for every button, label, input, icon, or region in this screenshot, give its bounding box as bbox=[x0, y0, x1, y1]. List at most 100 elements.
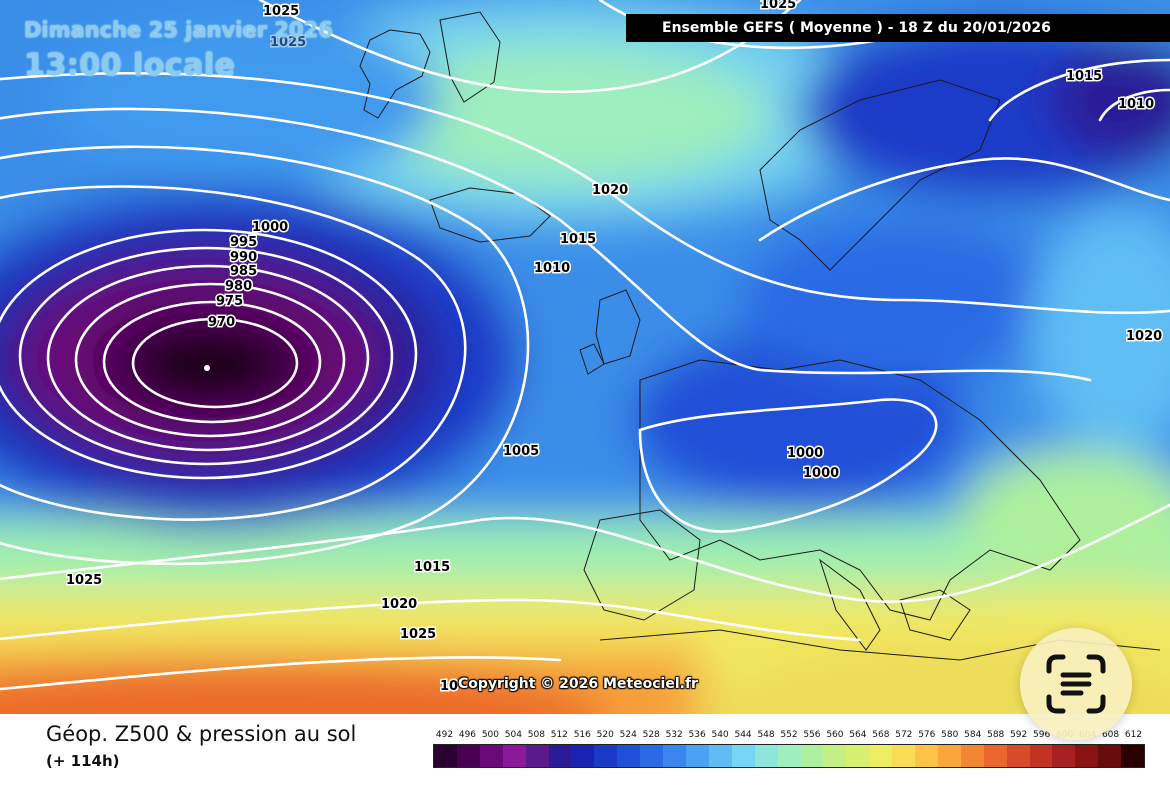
isobar-label: 1000 bbox=[787, 446, 823, 461]
forecast-hour: (+ 114h) bbox=[46, 752, 120, 770]
legend-swatch bbox=[869, 745, 893, 767]
live-text-scan-button[interactable] bbox=[1020, 628, 1132, 740]
isobar-label: 985 bbox=[230, 264, 257, 279]
legend-tick-label: 540 bbox=[711, 730, 729, 740]
legend-tick-label: 572 bbox=[895, 730, 913, 740]
isobar-label: 1020 bbox=[1126, 329, 1162, 344]
isobar-label: 1010 bbox=[1118, 97, 1154, 112]
legend-swatch bbox=[663, 745, 686, 767]
legend-tick-label: 544 bbox=[734, 730, 752, 740]
legend-swatch bbox=[777, 745, 801, 767]
legend-tick-label: 556 bbox=[803, 730, 821, 740]
legend-swatch bbox=[571, 745, 595, 767]
legend-tick-label: 596 bbox=[1033, 730, 1051, 740]
legend-swatch bbox=[915, 745, 938, 767]
legend-tick-label: 532 bbox=[665, 730, 683, 740]
legend-tick-label: 508 bbox=[527, 730, 545, 740]
legend-swatch bbox=[800, 745, 824, 767]
map-canvas: 1025 1025 1020 1015 1010 1015 1010 1000 … bbox=[0, 0, 1170, 714]
legend-tick-label: 568 bbox=[872, 730, 890, 740]
legend-panel: Géop. Z500 & pression au sol (+ 114h) 49… bbox=[0, 714, 1170, 792]
legend-swatch bbox=[456, 745, 480, 767]
copyright-notice: Copyright © 2026 Meteociel.fr bbox=[458, 676, 698, 692]
legend-swatch bbox=[846, 745, 870, 767]
legend-swatch bbox=[502, 745, 526, 767]
legend-tick-label: 500 bbox=[481, 730, 499, 740]
legend-swatch bbox=[823, 745, 847, 767]
isobar-label: 1025 bbox=[66, 573, 102, 588]
legend-tick-label: 560 bbox=[826, 730, 844, 740]
legend-color-bar bbox=[433, 744, 1145, 768]
legend-swatch bbox=[685, 745, 709, 767]
isobar-label: 970 bbox=[208, 315, 235, 330]
legend-swatch bbox=[617, 745, 641, 767]
low-center-marker bbox=[204, 365, 210, 371]
legend-tick-label: 576 bbox=[918, 730, 936, 740]
legend-tick-label: 536 bbox=[688, 730, 706, 740]
legend-tick-label: 552 bbox=[780, 730, 798, 740]
legend-tick-label: 580 bbox=[941, 730, 959, 740]
legend-tick-label: 592 bbox=[1010, 730, 1028, 740]
legend-tick-label: 588 bbox=[987, 730, 1005, 740]
legend-swatch bbox=[594, 745, 618, 767]
legend-tick-label: 524 bbox=[619, 730, 637, 740]
isobar-label: 1025 bbox=[270, 35, 306, 50]
legend-swatch bbox=[479, 745, 503, 767]
legend-tick-label: 516 bbox=[573, 730, 591, 740]
isobar-label: 1025 bbox=[400, 627, 436, 642]
legend-swatch bbox=[754, 745, 778, 767]
legend-swatch bbox=[983, 745, 1007, 767]
forecast-date: Dimanche 25 janvier 2026 bbox=[24, 18, 333, 42]
isobar-label: 990 bbox=[230, 250, 257, 265]
legend-swatch bbox=[1006, 745, 1030, 767]
legend-swatch bbox=[937, 745, 961, 767]
weather-map: 1025 1025 1020 1015 1010 1015 1010 1000 … bbox=[0, 0, 1170, 714]
isobar-label: 10 bbox=[440, 679, 458, 694]
isobar-label: 1020 bbox=[381, 597, 417, 612]
legend-swatch bbox=[731, 745, 755, 767]
legend-swatch bbox=[434, 745, 457, 767]
legend-labels: 492 496 500 504 508 512 516 520 524 528 532 536 540 5… bbox=[433, 730, 1145, 742]
isobars bbox=[0, 0, 1170, 690]
legend-tick-label: 512 bbox=[550, 730, 568, 740]
legend-tick-label: 520 bbox=[596, 730, 614, 740]
legend-swatch bbox=[525, 745, 549, 767]
legend-swatch bbox=[1098, 745, 1122, 767]
legend-tick-label: 528 bbox=[642, 730, 660, 740]
isobar-label: 1005 bbox=[503, 444, 539, 459]
isobar-label: 1015 bbox=[1066, 69, 1102, 84]
model-info-banner: Ensemble GEFS ( Moyenne ) - 18 Z du 20/0… bbox=[626, 14, 1170, 42]
legend-swatch bbox=[1075, 745, 1099, 767]
legend-tick-label: 496 bbox=[458, 730, 477, 740]
isobar-label: 1025 bbox=[760, 0, 796, 12]
isobar-label: 1000 bbox=[803, 466, 839, 481]
legend-tick-label: 492 bbox=[435, 730, 454, 740]
legend-swatch bbox=[708, 745, 732, 767]
isobar-label: 1015 bbox=[560, 232, 596, 247]
geopotential-field bbox=[0, 0, 1170, 714]
legend-swatch bbox=[640, 745, 664, 767]
legend-tick-label: 612 bbox=[1124, 730, 1143, 740]
legend-tick-label: 548 bbox=[757, 730, 775, 740]
legend-tick-label: 564 bbox=[849, 730, 867, 740]
isobar-label: 1025 bbox=[263, 4, 299, 19]
isobar-label: 1020 bbox=[592, 183, 628, 198]
isobar-label: 995 bbox=[230, 235, 257, 250]
isobar-label: 1000 bbox=[252, 220, 288, 235]
color-legend: 492 496 500 504 508 512 516 520 524 528 532 536 540 5… bbox=[433, 730, 1145, 770]
isobar-label: 980 bbox=[225, 279, 252, 294]
isobar-label: 1010 bbox=[534, 261, 570, 276]
chart-title: Géop. Z500 & pression au sol bbox=[46, 722, 357, 746]
legend-swatch bbox=[892, 745, 916, 767]
legend-swatch bbox=[1052, 745, 1076, 767]
legend-swatch bbox=[548, 745, 572, 767]
isobar-label: 1015 bbox=[414, 560, 450, 575]
legend-swatch bbox=[1029, 745, 1053, 767]
legend-tick-label: 608 bbox=[1101, 730, 1120, 740]
legend-swatch bbox=[1121, 745, 1145, 767]
legend-tick-label: 584 bbox=[964, 730, 982, 740]
legend-swatch bbox=[960, 745, 984, 767]
local-time: 13:00 locale bbox=[24, 48, 236, 83]
legend-tick-label: 504 bbox=[504, 730, 522, 740]
isobar-labels: 1025 1025 1020 1015 1010 1015 1010 1000 … bbox=[65, 0, 1164, 696]
